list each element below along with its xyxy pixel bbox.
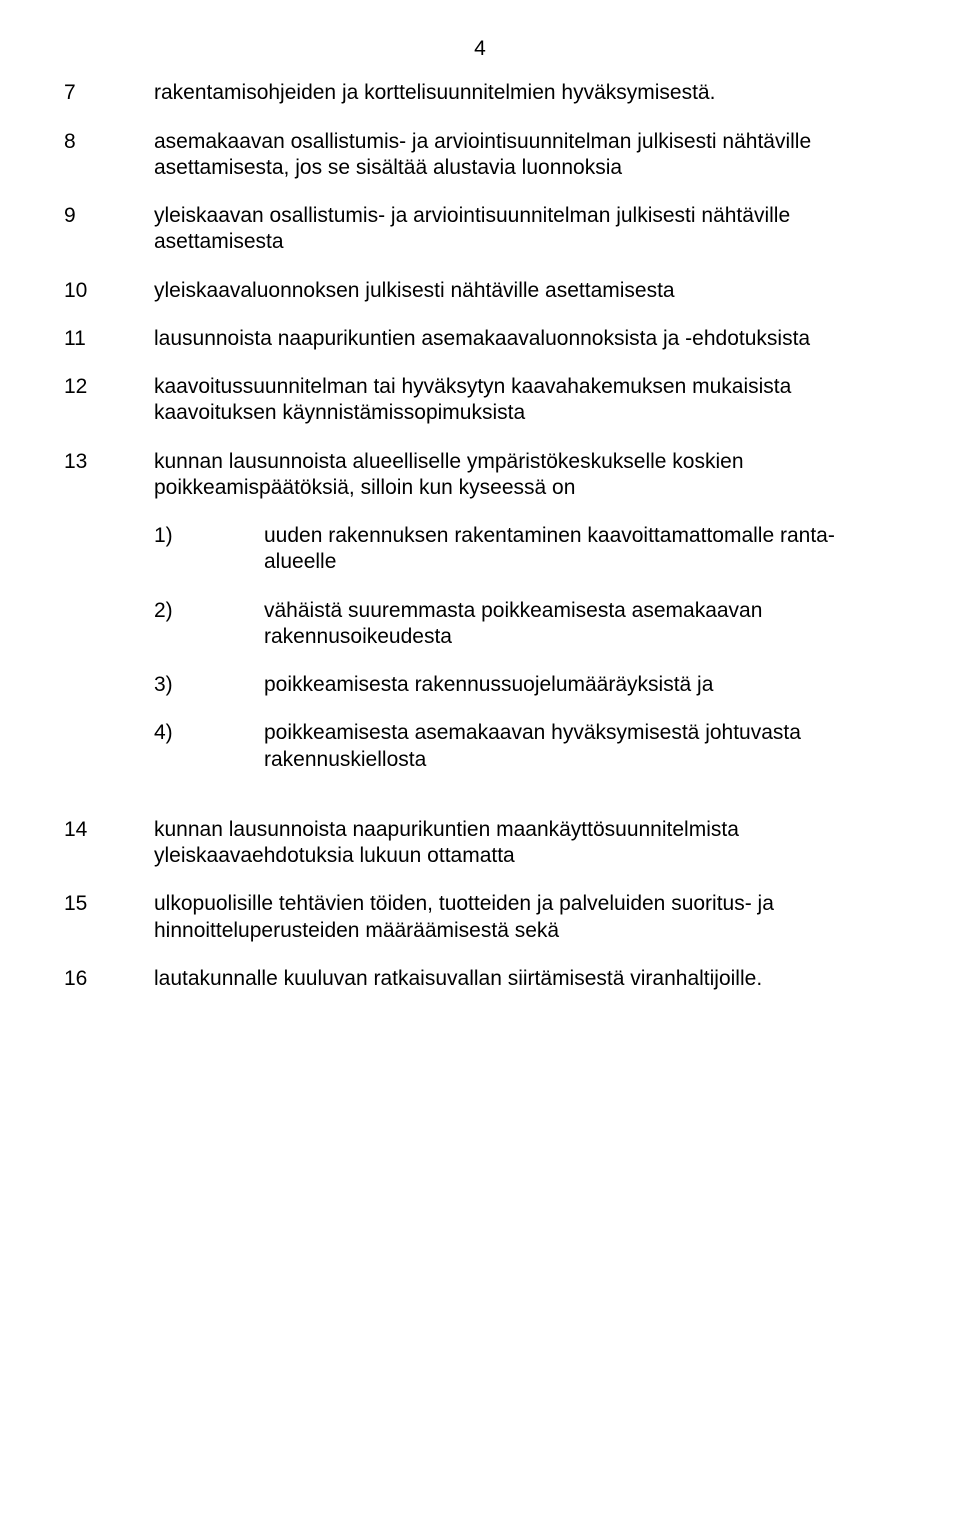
- sub-list-item-text: uuden rakennuksen rakentaminen kaavoitta…: [264, 523, 896, 576]
- list-item-number: 7: [64, 80, 154, 106]
- list-item-text: yleiskaavaluonnoksen julkisesti nähtävil…: [154, 278, 896, 304]
- page-number: 4: [64, 36, 896, 62]
- list-item-text: lautakunnalle kuuluvan ratkaisuvallan si…: [154, 966, 896, 992]
- list-item-text: kaavoitussuunnitelman tai hyväksytyn kaa…: [154, 374, 896, 427]
- sub-list-item-text: vähäistä suuremmasta poikkeamisesta asem…: [264, 598, 896, 651]
- list-item-text: kunnan lausunnoista naapurikuntien maank…: [154, 817, 896, 870]
- sub-list-item-number: 3): [154, 672, 264, 698]
- numbered-list: 7rakentamisohjeiden ja korttelisuunnitel…: [64, 80, 896, 992]
- sub-list-item: 4)poikkeamisesta asemakaavan hyväksymise…: [154, 720, 896, 773]
- list-item: 9yleiskaavan osallistumis- ja arviointis…: [64, 203, 896, 256]
- sub-list: 1)uuden rakennuksen rakentaminen kaavoit…: [154, 523, 896, 773]
- list-item-number: 12: [64, 374, 154, 427]
- list-item-text: asemakaavan osallistumis- ja arviointisu…: [154, 129, 896, 182]
- list-item-body: lausunnoista naapurikuntien asemakaavalu…: [154, 326, 896, 352]
- sub-list-item: 2)vähäistä suuremmasta poikkeamisesta as…: [154, 598, 896, 651]
- sub-list-item-number: 2): [154, 598, 264, 651]
- list-item-number: 10: [64, 278, 154, 304]
- list-item-body: asemakaavan osallistumis- ja arviointisu…: [154, 129, 896, 182]
- list-item-text: kunnan lausunnoista alueelliselle ympäri…: [154, 449, 896, 502]
- list-item: 14kunnan lausunnoista naapurikuntien maa…: [64, 817, 896, 870]
- list-item: 10yleiskaavaluonnoksen julkisesti nähtäv…: [64, 278, 896, 304]
- list-item-body: rakentamisohjeiden ja korttelisuunnitelm…: [154, 80, 896, 106]
- list-item: 15ulkopuolisille tehtävien töiden, tuott…: [64, 891, 896, 944]
- list-item-number: 16: [64, 966, 154, 992]
- list-item: 8asemakaavan osallistumis- ja arviointis…: [64, 129, 896, 182]
- list-item: 16lautakunnalle kuuluvan ratkaisuvallan …: [64, 966, 896, 992]
- sub-list-item-text: poikkeamisesta asemakaavan hyväksymisest…: [264, 720, 896, 773]
- list-item-body: kunnan lausunnoista alueelliselle ympäri…: [154, 449, 896, 795]
- list-item-number: 8: [64, 129, 154, 182]
- list-item-body: yleiskaavan osallistumis- ja arviointisu…: [154, 203, 896, 256]
- list-item-body: yleiskaavaluonnoksen julkisesti nähtävil…: [154, 278, 896, 304]
- sub-list-item: 3)poikkeamisesta rakennussuojelumääräyks…: [154, 672, 896, 698]
- list-item: 11lausunnoista naapurikuntien asemakaava…: [64, 326, 896, 352]
- list-item-text: yleiskaavan osallistumis- ja arviointisu…: [154, 203, 896, 256]
- list-item: 12kaavoitussuunnitelman tai hyväksytyn k…: [64, 374, 896, 427]
- sub-list-item-text: poikkeamisesta rakennussuojelumääräyksis…: [264, 672, 896, 698]
- list-item-text: rakentamisohjeiden ja korttelisuunnitelm…: [154, 80, 896, 106]
- sub-list-item-number: 1): [154, 523, 264, 576]
- list-item-text: lausunnoista naapurikuntien asemakaavalu…: [154, 326, 896, 352]
- sub-list-item-number: 4): [154, 720, 264, 773]
- list-item-number: 13: [64, 449, 154, 795]
- list-item-number: 15: [64, 891, 154, 944]
- list-item-body: kunnan lausunnoista naapurikuntien maank…: [154, 817, 896, 870]
- sub-list-item: 1)uuden rakennuksen rakentaminen kaavoit…: [154, 523, 896, 576]
- list-item-body: kaavoitussuunnitelman tai hyväksytyn kaa…: [154, 374, 896, 427]
- list-item: 13kunnan lausunnoista alueelliselle ympä…: [64, 449, 896, 795]
- list-item-number: 9: [64, 203, 154, 256]
- list-item-number: 11: [64, 326, 154, 352]
- list-item-text: ulkopuolisille tehtävien töiden, tuottei…: [154, 891, 896, 944]
- list-item-number: 14: [64, 817, 154, 870]
- list-item: 7rakentamisohjeiden ja korttelisuunnitel…: [64, 80, 896, 106]
- list-item-body: lautakunnalle kuuluvan ratkaisuvallan si…: [154, 966, 896, 992]
- list-item-body: ulkopuolisille tehtävien töiden, tuottei…: [154, 891, 896, 944]
